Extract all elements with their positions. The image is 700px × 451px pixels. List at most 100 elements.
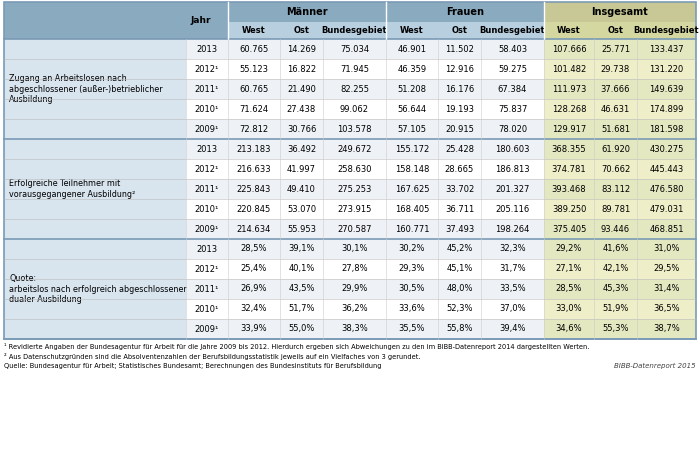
Text: Ost: Ost: [452, 26, 468, 35]
Text: 2012¹: 2012¹: [195, 64, 219, 74]
Bar: [544, 199, 594, 219]
Bar: [228, 279, 280, 299]
Text: 16.822: 16.822: [287, 64, 316, 74]
Bar: [438, 199, 481, 219]
Text: 158.148: 158.148: [395, 165, 429, 174]
Bar: [186, 99, 228, 119]
Bar: [386, 219, 438, 239]
Bar: [4, 139, 186, 239]
Text: 46.631: 46.631: [601, 105, 630, 114]
Text: Bundesgebiet: Bundesgebiet: [480, 26, 545, 35]
Bar: [438, 119, 481, 139]
Text: 43,5%: 43,5%: [288, 285, 315, 294]
Bar: [594, 239, 637, 259]
Bar: [280, 79, 323, 99]
Text: 225.843: 225.843: [237, 184, 271, 193]
Bar: [323, 279, 386, 299]
Bar: [323, 139, 386, 159]
Text: 29.738: 29.738: [601, 64, 630, 74]
Bar: [594, 259, 637, 279]
Text: 174.899: 174.899: [650, 105, 684, 114]
Bar: [481, 299, 544, 319]
Bar: [544, 99, 594, 119]
Text: 51.681: 51.681: [601, 124, 630, 133]
Bar: [4, 239, 186, 339]
Bar: [280, 179, 323, 199]
Text: 168.405: 168.405: [395, 204, 429, 213]
Bar: [594, 159, 637, 179]
Bar: [280, 139, 323, 159]
Text: 214.634: 214.634: [237, 225, 271, 234]
Text: 19.193: 19.193: [445, 105, 474, 114]
Bar: [228, 2, 386, 22]
Text: 160.771: 160.771: [395, 225, 429, 234]
Text: 41,6%: 41,6%: [602, 244, 629, 253]
Bar: [637, 22, 696, 39]
Text: 60.765: 60.765: [239, 84, 269, 93]
Text: 2011¹: 2011¹: [195, 184, 219, 193]
Text: 36,2%: 36,2%: [341, 304, 368, 313]
Text: ¹ Revidierte Angaben der Bundesagentur für Arbeit für die Jahre 2009 bis 2012. H: ¹ Revidierte Angaben der Bundesagentur f…: [4, 343, 589, 350]
Text: 479.031: 479.031: [650, 204, 684, 213]
Text: 30.766: 30.766: [287, 124, 316, 133]
Text: 39,4%: 39,4%: [499, 325, 526, 333]
Text: 37.666: 37.666: [601, 84, 630, 93]
Text: Erfolgreiche Teilnehmer mit
vorausgegangener Ausbildung²: Erfolgreiche Teilnehmer mit vorausgegang…: [9, 179, 135, 199]
Text: Insgesamt: Insgesamt: [592, 7, 648, 17]
Bar: [438, 179, 481, 199]
Text: 198.264: 198.264: [496, 225, 530, 234]
Bar: [323, 199, 386, 219]
Bar: [4, 2, 696, 339]
Bar: [323, 59, 386, 79]
Bar: [186, 239, 228, 259]
Bar: [386, 259, 438, 279]
Bar: [544, 159, 594, 179]
Bar: [186, 179, 228, 199]
Bar: [186, 199, 228, 219]
Bar: [186, 279, 228, 299]
Bar: [280, 159, 323, 179]
Text: Quelle: Bundesagentur für Arbeit; Statistisches Bundesamt; Berechnungen des Bund: Quelle: Bundesagentur für Arbeit; Statis…: [4, 363, 382, 369]
Text: 2011¹: 2011¹: [195, 84, 219, 93]
Bar: [438, 79, 481, 99]
Text: 71.945: 71.945: [340, 64, 369, 74]
Bar: [594, 139, 637, 159]
Text: 45,3%: 45,3%: [602, 285, 629, 294]
Bar: [280, 39, 323, 59]
Text: 33,5%: 33,5%: [499, 285, 526, 294]
Text: 25.771: 25.771: [601, 45, 630, 54]
Bar: [544, 179, 594, 199]
Bar: [594, 59, 637, 79]
Bar: [386, 159, 438, 179]
Text: West: West: [242, 26, 266, 35]
Text: 180.603: 180.603: [496, 144, 530, 153]
Text: 27,8%: 27,8%: [341, 264, 368, 273]
Text: 51.208: 51.208: [398, 84, 426, 93]
Bar: [594, 199, 637, 219]
Bar: [186, 119, 228, 139]
Text: 220.845: 220.845: [237, 204, 271, 213]
Text: 71.624: 71.624: [239, 105, 269, 114]
Text: Bundesgebiet: Bundesgebiet: [322, 26, 387, 35]
Bar: [323, 239, 386, 259]
Text: 128.268: 128.268: [552, 105, 587, 114]
Bar: [386, 119, 438, 139]
Text: 48,0%: 48,0%: [447, 285, 473, 294]
Bar: [481, 99, 544, 119]
Bar: [280, 119, 323, 139]
Text: 37.493: 37.493: [445, 225, 474, 234]
Text: 468.851: 468.851: [650, 225, 684, 234]
Text: 30,5%: 30,5%: [399, 285, 426, 294]
Bar: [481, 199, 544, 219]
Bar: [637, 59, 696, 79]
Text: 201.327: 201.327: [496, 184, 530, 193]
Text: 75.034: 75.034: [340, 45, 369, 54]
Text: West: West: [557, 26, 581, 35]
Text: 56.644: 56.644: [398, 105, 426, 114]
Text: Frauen: Frauen: [446, 7, 484, 17]
Bar: [438, 39, 481, 59]
Bar: [594, 99, 637, 119]
Text: 33,6%: 33,6%: [398, 304, 426, 313]
Bar: [481, 239, 544, 259]
Bar: [386, 179, 438, 199]
